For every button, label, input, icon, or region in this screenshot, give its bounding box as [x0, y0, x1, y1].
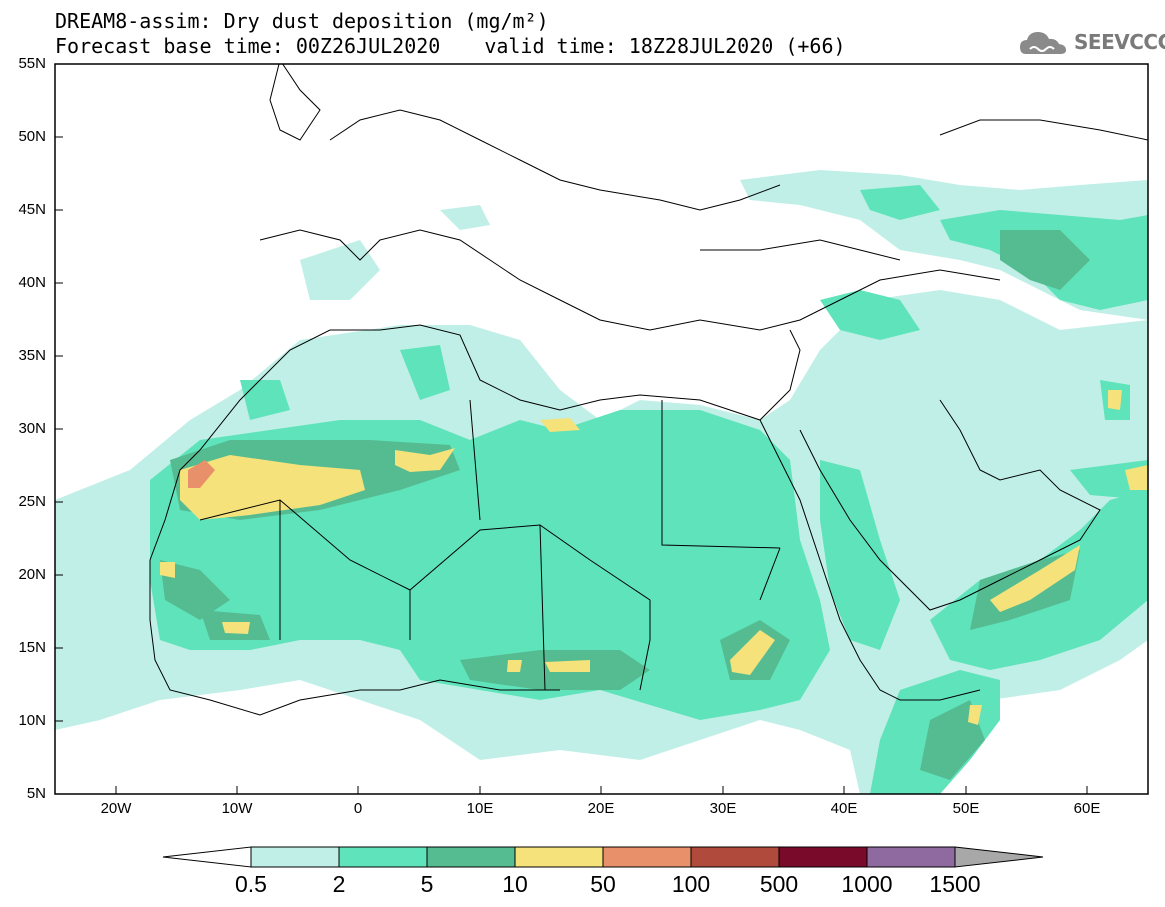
- colorbar-bin-3: [426, 846, 516, 868]
- map-title: DREAM8-assim: Dry dust deposition (mg/m²…: [55, 9, 549, 33]
- colorbar-bin-8: [866, 846, 956, 868]
- lat-label-20n: 20N: [18, 566, 46, 583]
- colorbar-bin-6: [690, 846, 780, 868]
- colorbar-label-500: 500: [759, 871, 799, 897]
- lat-label-10n: 10N: [18, 712, 46, 729]
- colorbar-bin-4: [514, 846, 604, 868]
- colorbar-bin-7: [778, 846, 868, 868]
- colorbar-bin-1: [250, 846, 340, 868]
- colorbar-bin-2: [338, 846, 428, 868]
- lat-label-40n: 40N: [18, 274, 46, 291]
- colorbar-bin-5: [602, 846, 692, 868]
- lon-label-10e: 10E: [466, 800, 494, 817]
- dust-field: [55, 64, 1148, 794]
- lon-label-30e: 30E: [709, 800, 737, 817]
- colorbar-label-10: 10: [502, 871, 528, 897]
- cloud-logo-icon: [1020, 32, 1066, 54]
- lon-label-50e: 50E: [952, 800, 980, 817]
- lon-label-10w: 10W: [221, 800, 253, 817]
- colorbar-label-5: 5: [420, 871, 434, 897]
- lat-label-50n: 50N: [18, 128, 46, 145]
- lat-label-25n: 25N: [18, 493, 46, 510]
- lat-label-30n: 30N: [18, 420, 46, 437]
- lat-label-55n: 55N: [18, 55, 46, 72]
- colorbar-under-triangle: [162, 846, 252, 868]
- logo-text: SEEVCCC: [1074, 30, 1165, 54]
- lon-label-40e: 40E: [830, 800, 858, 817]
- lon-label-20w: 20W: [100, 800, 132, 817]
- lon-label-20e: 20E: [587, 800, 615, 817]
- colorbar-label-0-5: 0.5: [235, 871, 267, 897]
- lon-label-0: 0: [353, 800, 363, 817]
- lat-label-35n: 35N: [18, 347, 46, 364]
- lat-label-5n: 5N: [26, 785, 46, 802]
- colorbar-label-1500: 1500: [929, 871, 981, 897]
- map-subtitle: Forecast base time: 00Z26JUL2020 valid ti…: [55, 35, 846, 57]
- colorbar-label-100: 100: [671, 871, 711, 897]
- colorbar-label-50: 50: [590, 871, 616, 897]
- colorbar-over-triangle: [954, 846, 1044, 868]
- colorbar-label-1000: 1000: [841, 871, 893, 897]
- lat-label-15n: 15N: [18, 639, 46, 656]
- lon-label-60e: 60E: [1073, 800, 1101, 817]
- colorbar: [162, 846, 1044, 868]
- valid-time-text: valid time: 18Z28JUL2020 (+66): [484, 34, 846, 58]
- base-time-text: Forecast base time: 00Z26JUL2020: [55, 34, 441, 58]
- colorbar-label-2: 2: [332, 871, 346, 897]
- lat-label-45n: 45N: [18, 201, 46, 218]
